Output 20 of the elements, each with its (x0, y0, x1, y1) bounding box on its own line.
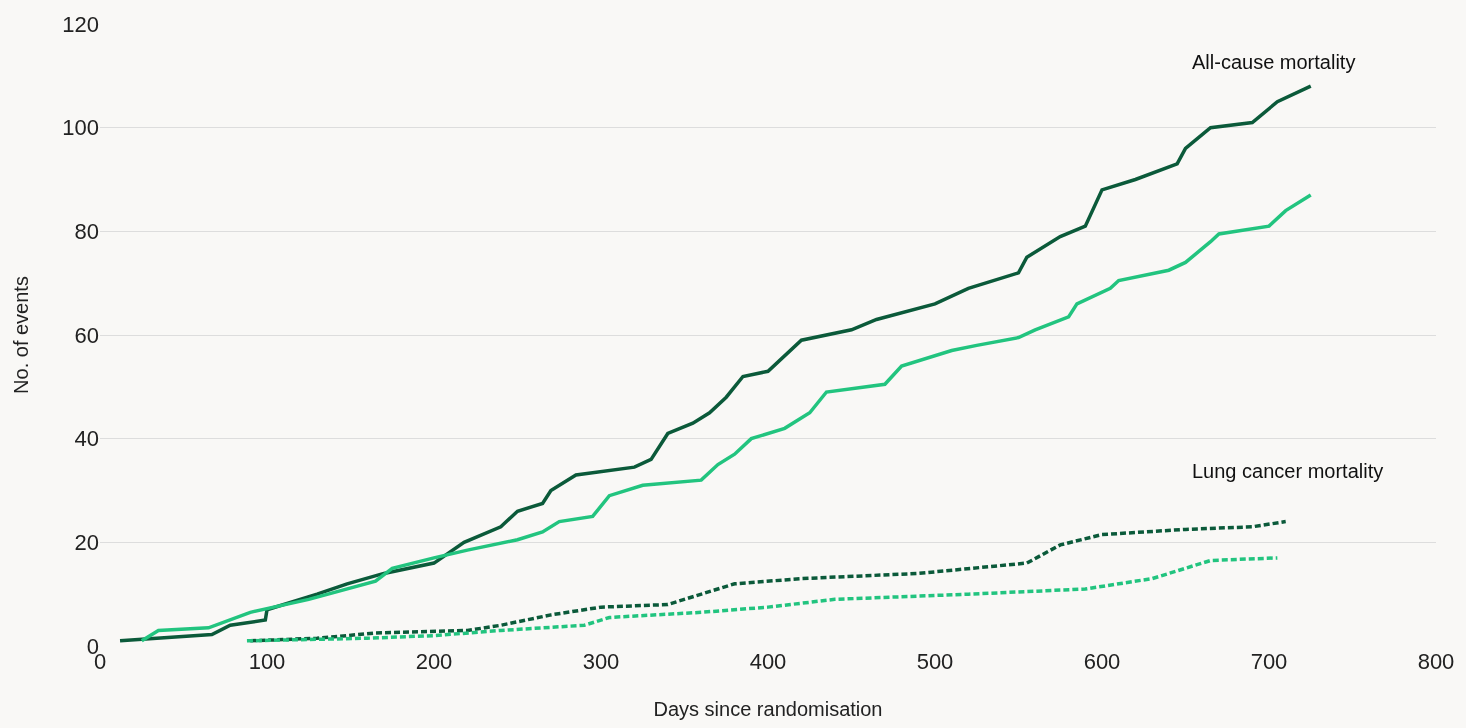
annotation: Lung cancer mortality (1192, 460, 1384, 482)
line-series (248, 519, 1288, 643)
x-tick-label: 300 (582, 649, 620, 674)
x-tick-label: 800 (1417, 649, 1455, 674)
y-tick-label: 120 (62, 11, 99, 37)
x-tick-label: 400 (749, 649, 787, 674)
x-tick-label: 200 (415, 649, 453, 674)
y-tick-label: 100 (62, 115, 99, 141)
y-tick-label: 80 (74, 219, 99, 245)
x-tick-label: 700 (1250, 649, 1288, 674)
y-tick-label: 40 (74, 426, 99, 452)
y-axis-title: No. of events (9, 276, 32, 394)
annotation: All-cause mortality (1192, 51, 1356, 73)
x-tick-label: 600 (1083, 649, 1121, 674)
x-tick-label: 500 (916, 649, 954, 674)
x-tick-label: 100 (248, 649, 286, 674)
x-axis-title: Days since randomisation (653, 697, 883, 720)
line-series (245, 556, 1280, 643)
y-tick-label: 20 (74, 530, 99, 556)
y-tick-label: 60 (74, 322, 99, 348)
